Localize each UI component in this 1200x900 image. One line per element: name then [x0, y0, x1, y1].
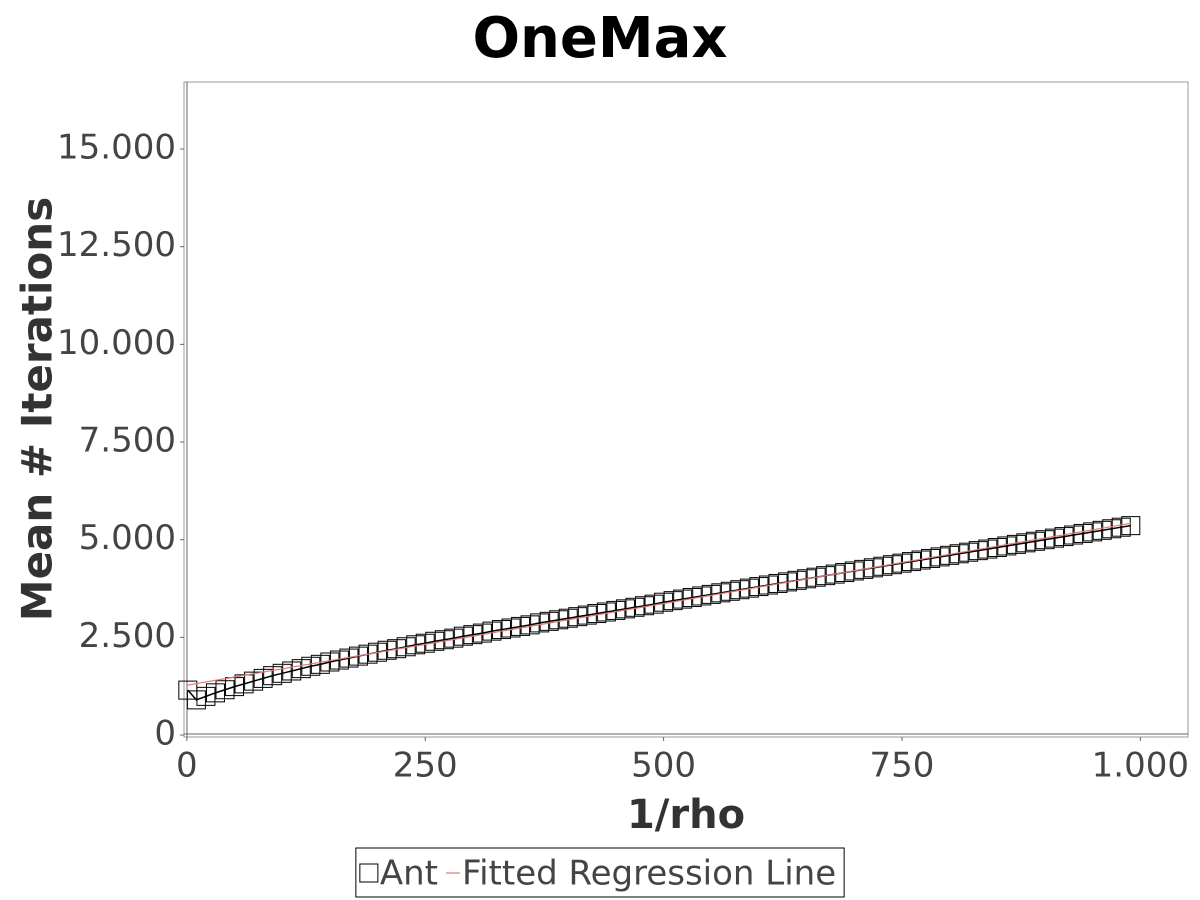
- marker: [692, 586, 712, 606]
- marker: [368, 642, 388, 662]
- marker: [282, 661, 302, 681]
- y-tick-label: 10.000: [57, 323, 176, 363]
- y-tick-label: 12.500: [57, 225, 176, 265]
- y-tick-label: 15.000: [57, 128, 176, 168]
- marker: [854, 559, 874, 579]
- marker: [758, 575, 778, 595]
- marker: [892, 553, 912, 573]
- marker: [863, 558, 883, 578]
- marker: [873, 556, 893, 576]
- plot-area: [183, 81, 1189, 738]
- marker: [358, 644, 378, 664]
- y-tick-label: 0: [154, 714, 176, 754]
- marker: [930, 547, 950, 567]
- marker: [377, 640, 397, 660]
- marker: [644, 594, 664, 614]
- legend: Ant Fitted Regression Line: [355, 847, 845, 898]
- marker: [901, 552, 921, 572]
- marker: [348, 646, 368, 666]
- marker: [825, 564, 845, 584]
- y-tick-label: 5.000: [79, 518, 176, 558]
- marker: [701, 584, 721, 604]
- marker: [291, 659, 311, 679]
- marker: [186, 690, 206, 710]
- series-line: [187, 524, 1131, 701]
- marker: [339, 648, 359, 668]
- chart-title: OneMax: [472, 6, 727, 71]
- x-tick-label: 1.000: [1092, 746, 1189, 786]
- legend-box: [355, 847, 845, 898]
- marker: [711, 583, 731, 603]
- legend-label: Ant: [380, 854, 438, 894]
- x-tick-label: 500: [631, 746, 696, 786]
- marker: [244, 671, 264, 691]
- series-line: [187, 522, 1131, 686]
- marker: [396, 637, 416, 657]
- marker: [797, 569, 817, 589]
- marker: [720, 581, 740, 601]
- marker: [911, 550, 931, 570]
- marker: [835, 563, 855, 583]
- marker: [387, 639, 407, 659]
- y-tick-label: 7.500: [79, 421, 176, 461]
- x-axis-label: 1/rho: [627, 792, 745, 838]
- marker: [196, 686, 216, 706]
- marker: [739, 578, 759, 598]
- x-tick-label: 0: [176, 746, 198, 786]
- marker: [1111, 517, 1131, 537]
- marker: [921, 548, 941, 568]
- y-tick-label: 2.500: [79, 616, 176, 656]
- marker: [882, 555, 902, 575]
- marker: [253, 668, 273, 688]
- x-tick-label: 750: [870, 746, 935, 786]
- marker: [272, 663, 292, 683]
- marker: [778, 572, 798, 592]
- x-tick-label: 250: [393, 746, 458, 786]
- marker: [205, 683, 225, 703]
- legend-label: Fitted Regression Line: [462, 854, 836, 894]
- marker: [263, 666, 283, 686]
- marker: [215, 680, 235, 700]
- y-axis-label: Mean # Iterations: [13, 197, 62, 621]
- marker: [1121, 516, 1141, 536]
- marker: [844, 561, 864, 581]
- marker: [749, 577, 769, 597]
- marker: [806, 567, 826, 587]
- legend-icon: [359, 863, 379, 883]
- marker: [768, 573, 788, 593]
- marker: [816, 566, 836, 586]
- marker: [301, 656, 321, 676]
- marker: [730, 580, 750, 600]
- marker: [787, 570, 807, 590]
- marker: [1102, 519, 1122, 539]
